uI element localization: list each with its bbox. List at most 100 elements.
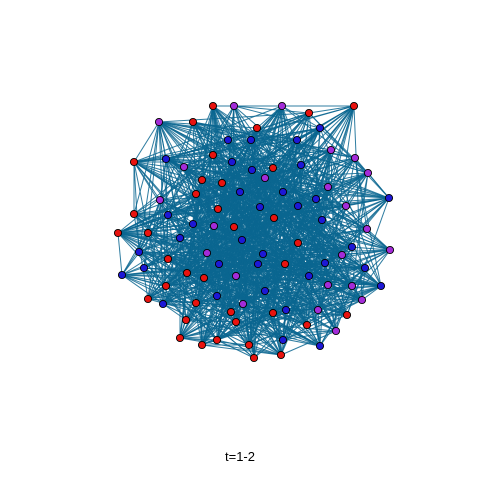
red-node bbox=[208, 150, 218, 160]
network-edge bbox=[218, 263, 284, 341]
purple-node bbox=[357, 295, 367, 305]
red-node bbox=[197, 340, 207, 350]
network-edge bbox=[162, 303, 250, 346]
network-edge bbox=[203, 277, 282, 356]
purple-node bbox=[260, 173, 270, 183]
blue-node bbox=[292, 135, 302, 145]
network-edge bbox=[281, 105, 369, 174]
network-edge bbox=[201, 344, 282, 356]
network-edge bbox=[192, 223, 197, 304]
blue-node bbox=[188, 219, 198, 229]
network-edge bbox=[256, 127, 298, 141]
purple-node bbox=[347, 281, 357, 291]
network-edge bbox=[251, 169, 255, 359]
blue-node bbox=[134, 247, 144, 257]
network-edge bbox=[133, 161, 363, 301]
network-edge bbox=[317, 309, 321, 347]
purple-node bbox=[238, 299, 248, 309]
network-edge bbox=[235, 275, 321, 347]
red-node bbox=[208, 101, 218, 111]
network-edge bbox=[143, 199, 161, 269]
purple-node bbox=[341, 201, 351, 211]
red-node bbox=[129, 157, 139, 167]
network-edge bbox=[272, 139, 298, 314]
red-node bbox=[244, 340, 254, 350]
purple-node bbox=[155, 195, 165, 205]
red-node bbox=[191, 298, 201, 308]
purple-node bbox=[326, 145, 336, 155]
network-edge bbox=[327, 186, 343, 256]
network-edge bbox=[253, 164, 302, 359]
network-edge bbox=[143, 267, 255, 359]
network-edge bbox=[319, 267, 366, 347]
blue-node bbox=[258, 249, 268, 259]
nodes-layer bbox=[113, 101, 395, 363]
purple-node bbox=[350, 153, 360, 163]
network-edge bbox=[216, 295, 321, 347]
blue-node bbox=[158, 299, 168, 309]
blue-node bbox=[223, 135, 233, 145]
network-edge bbox=[201, 112, 310, 346]
network-edge bbox=[308, 112, 369, 174]
network-edge bbox=[192, 154, 214, 225]
network-edge bbox=[133, 213, 169, 216]
purple-node bbox=[154, 117, 164, 127]
red-node bbox=[302, 320, 312, 330]
red-node bbox=[252, 123, 262, 133]
network-edge bbox=[117, 232, 123, 276]
blue-node bbox=[247, 165, 257, 175]
blue-node bbox=[255, 202, 265, 212]
network-edge bbox=[121, 274, 282, 356]
network-edge bbox=[121, 274, 284, 341]
network-edge bbox=[179, 337, 282, 356]
network-edge bbox=[121, 274, 187, 321]
network-edge bbox=[158, 121, 282, 356]
network-edge bbox=[321, 219, 348, 316]
network-edge bbox=[133, 121, 160, 163]
red-node bbox=[231, 317, 241, 327]
purple-node bbox=[202, 248, 212, 258]
network-edge bbox=[280, 309, 287, 356]
red-node bbox=[280, 259, 290, 269]
red-node bbox=[188, 117, 198, 127]
network-edge bbox=[296, 139, 368, 230]
network-edge bbox=[133, 213, 284, 341]
network-edge bbox=[354, 157, 382, 287]
red-node bbox=[181, 315, 191, 325]
blue-node bbox=[360, 263, 370, 273]
network-edge bbox=[253, 267, 366, 359]
network-edge bbox=[272, 164, 302, 314]
network-edge bbox=[253, 197, 390, 359]
red-node bbox=[191, 189, 201, 199]
red-node bbox=[304, 108, 314, 118]
blue-node bbox=[278, 187, 288, 197]
network-edge bbox=[195, 285, 353, 304]
network-edge bbox=[167, 105, 355, 216]
network-edge bbox=[192, 223, 321, 347]
network-edge bbox=[158, 121, 258, 129]
network-edge bbox=[165, 139, 298, 160]
blue-node bbox=[163, 210, 173, 220]
red-node bbox=[269, 213, 279, 223]
network-edge bbox=[143, 267, 164, 305]
red-node bbox=[349, 101, 359, 111]
purple-node bbox=[362, 224, 372, 234]
purple-node bbox=[209, 221, 219, 231]
network-edge bbox=[179, 193, 197, 339]
red-node bbox=[229, 222, 239, 232]
blue-node bbox=[237, 235, 247, 245]
blue-node bbox=[227, 157, 237, 167]
network-edge bbox=[192, 121, 321, 347]
red-node bbox=[199, 273, 209, 283]
network-edge bbox=[282, 191, 390, 199]
blue-node bbox=[281, 305, 291, 315]
network-edge bbox=[233, 105, 329, 188]
network-edge bbox=[308, 105, 355, 114]
blue-node bbox=[315, 123, 325, 133]
blue-node bbox=[246, 135, 256, 145]
blue-node bbox=[384, 193, 394, 203]
network-edge bbox=[117, 232, 232, 313]
blue-node bbox=[304, 271, 314, 281]
red-node bbox=[143, 228, 153, 238]
